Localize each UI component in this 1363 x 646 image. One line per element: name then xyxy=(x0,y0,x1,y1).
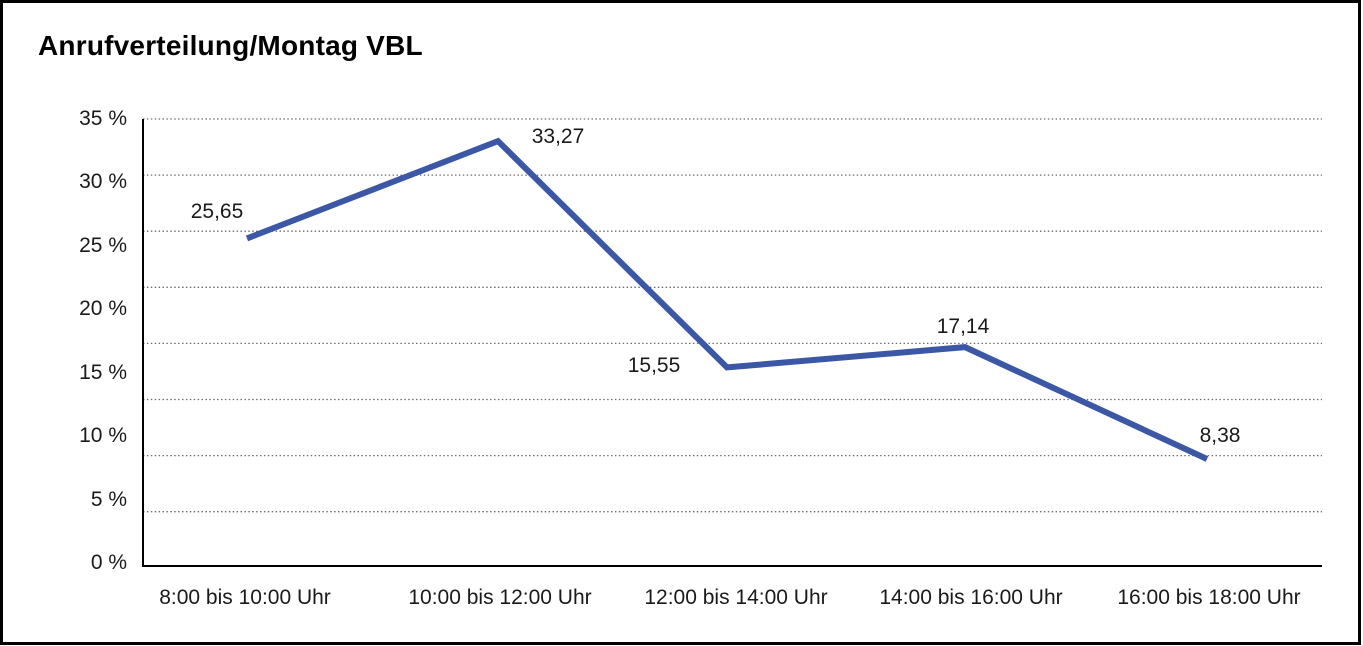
x-category-label: 14:00 bis 16:00 Uhr xyxy=(879,586,1063,609)
chart-title: Anrufverteilung/Montag VBL xyxy=(38,30,423,61)
y-tick-label: 25 % xyxy=(79,233,127,257)
y-tick-label: 20 % xyxy=(79,297,127,321)
data-point-label: 8,38 xyxy=(1199,423,1241,447)
y-tick-label: 35 % xyxy=(79,107,127,130)
x-category-label: 12:00 bis 14:00 Uhr xyxy=(644,586,828,609)
y-tick-label: 0 % xyxy=(90,551,127,574)
y-tick-label: 5 % xyxy=(90,487,127,511)
data-point-label: 17,14 xyxy=(936,315,990,339)
x-category-label: 10:00 bis 12:00 Uhr xyxy=(408,586,592,609)
y-tick-label: 15 % xyxy=(79,360,127,384)
x-category-label: 16:00 bis 18:00 Uhr xyxy=(1117,586,1301,609)
data-point-label: 25,65 xyxy=(190,200,244,224)
data-line xyxy=(245,137,1209,462)
x-category-label: 8:00 bis 10:00 Uhr xyxy=(159,586,331,609)
y-tick-label: 30 % xyxy=(79,170,127,194)
data-point-label: 15,55 xyxy=(627,354,681,378)
y-tick-label: 10 % xyxy=(79,424,127,448)
data-point-label: 33,27 xyxy=(531,125,585,149)
